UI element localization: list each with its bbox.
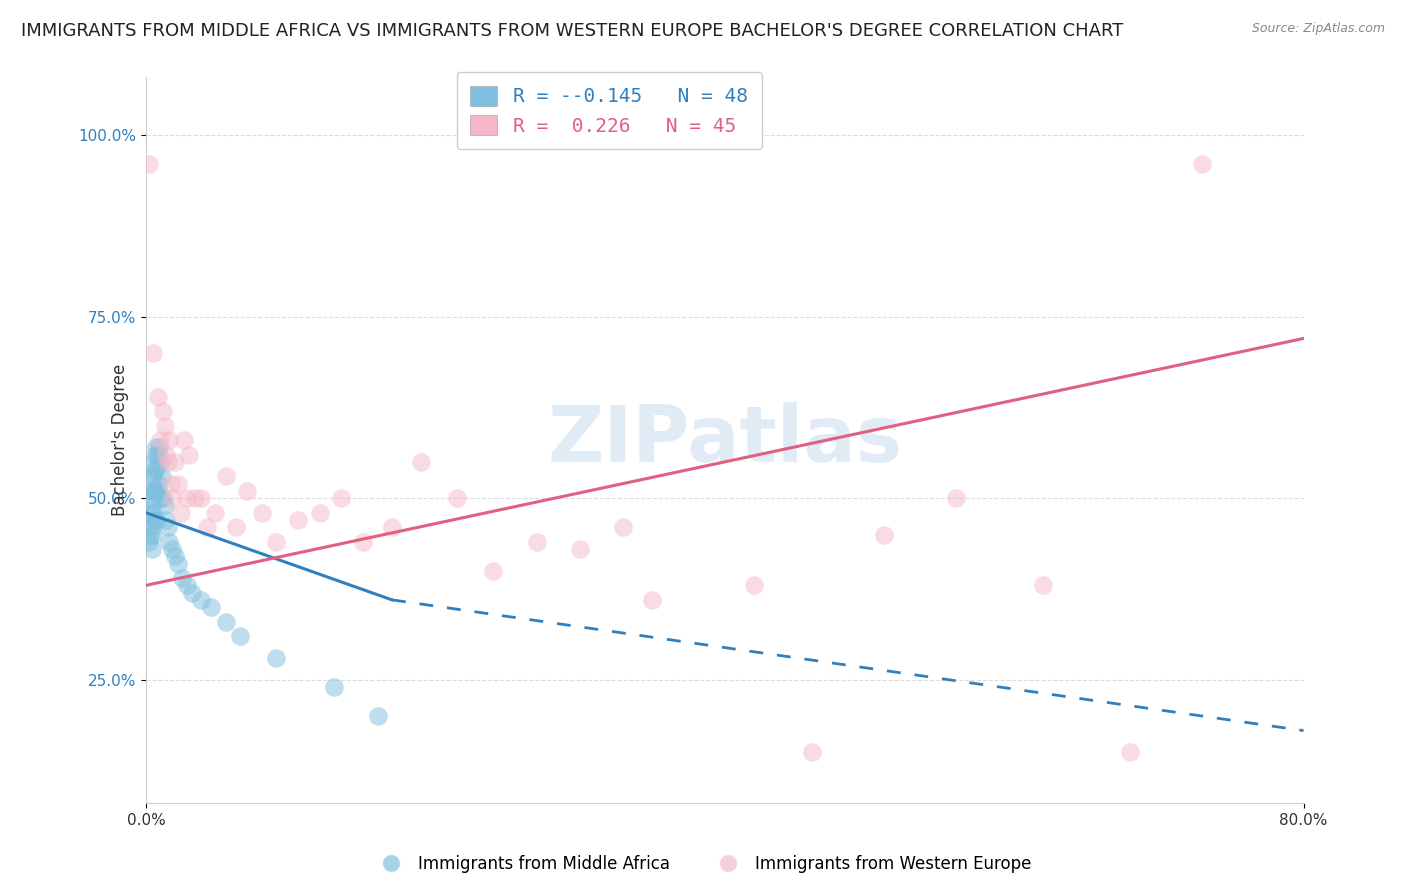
- Point: [172, 571, 194, 585]
- Point: [184, 491, 207, 506]
- Point: [366, 709, 388, 723]
- Point: [150, 469, 173, 483]
- Point: [264, 534, 287, 549]
- Point: [146, 448, 169, 462]
- Point: [204, 506, 226, 520]
- Point: [323, 680, 346, 694]
- Point: [225, 520, 247, 534]
- Point: [143, 513, 166, 527]
- Point: [142, 483, 165, 498]
- Point: [742, 578, 765, 592]
- Point: [142, 455, 165, 469]
- Point: [214, 615, 236, 629]
- Point: [800, 745, 823, 759]
- Point: [264, 651, 287, 665]
- Point: [153, 418, 176, 433]
- Point: [141, 542, 163, 557]
- Point: [287, 513, 309, 527]
- Point: [526, 534, 548, 549]
- Point: [641, 593, 664, 607]
- Point: [352, 534, 374, 549]
- Point: [141, 469, 163, 483]
- Point: [945, 491, 967, 506]
- Point: [163, 455, 186, 469]
- Point: [152, 491, 174, 506]
- Point: [143, 448, 166, 462]
- Point: [149, 433, 172, 447]
- Point: [146, 390, 169, 404]
- Point: [155, 513, 177, 527]
- Point: [173, 433, 195, 447]
- Point: [153, 499, 176, 513]
- Point: [159, 476, 181, 491]
- Point: [142, 506, 165, 520]
- Point: [152, 404, 174, 418]
- Legend: R = --0.145   N = 48, R =  0.226   N = 45: R = --0.145 N = 48, R = 0.226 N = 45: [457, 72, 762, 149]
- Point: [250, 506, 273, 520]
- Point: [149, 455, 172, 469]
- Point: [157, 534, 180, 549]
- Point: [446, 491, 468, 506]
- Point: [190, 491, 212, 506]
- Point: [157, 433, 180, 447]
- Point: [155, 448, 177, 462]
- Point: [142, 527, 165, 541]
- Point: [156, 520, 179, 534]
- Point: [139, 491, 162, 506]
- Text: Source: ZipAtlas.com: Source: ZipAtlas.com: [1251, 22, 1385, 36]
- Point: [146, 483, 169, 498]
- Point: [139, 527, 162, 541]
- Point: [176, 578, 198, 592]
- Point: [160, 491, 183, 506]
- Point: [330, 491, 353, 506]
- Point: [143, 462, 166, 476]
- Point: [181, 585, 204, 599]
- Point: [148, 441, 170, 455]
- Point: [1119, 745, 1142, 759]
- Point: [142, 346, 165, 360]
- Point: [236, 483, 259, 498]
- Point: [148, 476, 170, 491]
- Point: [200, 600, 222, 615]
- Legend: Immigrants from Middle Africa, Immigrants from Western Europe: Immigrants from Middle Africa, Immigrant…: [368, 848, 1038, 880]
- Text: IMMIGRANTS FROM MIDDLE AFRICA VS IMMIGRANTS FROM WESTERN EUROPE BACHELOR'S DEGRE: IMMIGRANTS FROM MIDDLE AFRICA VS IMMIGRA…: [21, 22, 1123, 40]
- Point: [229, 629, 252, 643]
- Point: [141, 520, 163, 534]
- Point: [145, 483, 167, 498]
- Point: [141, 483, 163, 498]
- Point: [163, 549, 186, 564]
- Point: [138, 157, 160, 171]
- Point: [195, 520, 218, 534]
- Point: [482, 564, 505, 578]
- Point: [145, 441, 167, 455]
- Point: [214, 469, 236, 483]
- Point: [138, 534, 160, 549]
- Point: [156, 455, 179, 469]
- Point: [569, 542, 592, 557]
- Point: [873, 527, 896, 541]
- Point: [166, 557, 188, 571]
- Point: [176, 491, 198, 506]
- Point: [170, 506, 193, 520]
- Point: [179, 448, 201, 462]
- Point: [1191, 157, 1213, 171]
- Point: [139, 506, 162, 520]
- Point: [1032, 578, 1054, 592]
- Point: [143, 483, 166, 498]
- Point: [145, 513, 167, 527]
- Point: [409, 455, 432, 469]
- Point: [142, 469, 165, 483]
- Point: [160, 542, 183, 557]
- Text: ZIPatlas: ZIPatlas: [547, 402, 903, 478]
- Y-axis label: Bachelor's Degree: Bachelor's Degree: [111, 364, 129, 516]
- Point: [166, 476, 188, 491]
- Point: [308, 506, 330, 520]
- Point: [190, 593, 212, 607]
- Point: [612, 520, 634, 534]
- Point: [381, 520, 404, 534]
- Point: [141, 499, 163, 513]
- Point: [138, 520, 160, 534]
- Point: [149, 491, 172, 506]
- Point: [145, 462, 167, 476]
